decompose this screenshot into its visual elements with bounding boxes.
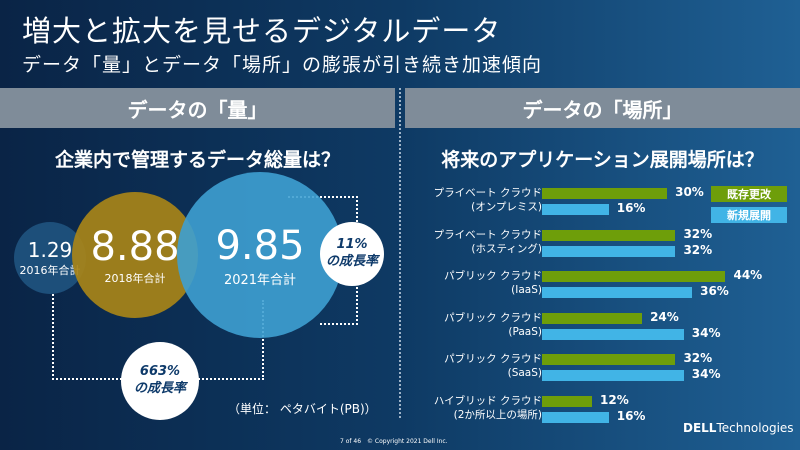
chart-row: プライベート クラウド (ホスティング) 32% 32% bbox=[402, 226, 800, 262]
category-label-line: パブリック クラウド bbox=[444, 311, 542, 324]
data-label: 34% bbox=[691, 325, 721, 340]
chart-row: パブリック クラウド (PaaS) 24% 34% bbox=[402, 309, 800, 345]
label-2018: 2018年合計 bbox=[104, 272, 166, 285]
category-label: プライベート クラウド (ホスティング) bbox=[402, 228, 542, 256]
bar-new bbox=[542, 287, 693, 298]
growth-badge-11: 11% の成長率 bbox=[320, 222, 384, 286]
bar-existing bbox=[542, 188, 668, 199]
data-label: 32% bbox=[683, 226, 713, 241]
chart-row: パブリック クラウド (SaaS) 32% 34% bbox=[402, 351, 800, 386]
bar-existing bbox=[542, 271, 726, 282]
chart-row: プライベート クラウド (オンプレミス) 30% 16% bbox=[402, 185, 800, 220]
value-2018: 8.88 bbox=[90, 224, 180, 270]
category-label: ハイブリッド クラウド (2か所以上の場所) bbox=[402, 394, 542, 422]
unit-label: （単位： ペタバイト(PB)） bbox=[228, 402, 377, 416]
value-2021: 9.85 bbox=[215, 222, 305, 269]
divider bbox=[399, 88, 401, 418]
left-header: データの「量」 bbox=[0, 88, 395, 128]
left-question: 企業内で管理するデータ総量は？ bbox=[54, 149, 340, 171]
bar-existing bbox=[542, 395, 593, 407]
connector-line bbox=[320, 283, 358, 325]
dell-logo: DELLTechnologies bbox=[683, 421, 794, 435]
chart-row: ハイブリッド クラウド (2か所以上の場所) 12% 16% bbox=[402, 392, 800, 428]
growth-value: 663% bbox=[139, 364, 181, 380]
right-header: データの「場所」 bbox=[405, 88, 800, 128]
copyright: © Copyright 2021 Dell Inc. bbox=[367, 438, 448, 445]
data-label: 30% bbox=[675, 185, 704, 199]
slide-subtitle: データ「量」とデータ「場所」の膨張が引き続き加速傾向 bbox=[22, 54, 543, 76]
category-label-line: (IaaS) bbox=[511, 284, 542, 297]
category-label-line: (オンプレミス) bbox=[471, 201, 542, 214]
data-label: 24% bbox=[650, 309, 679, 324]
category-label-line: (PaaS) bbox=[508, 325, 542, 338]
label-2016: 2016年合計 bbox=[19, 264, 81, 277]
bar-new bbox=[542, 411, 609, 423]
page-number: 7 of 46 bbox=[340, 438, 362, 445]
right-question: 将来のアプリケーション展開場所は？ bbox=[441, 149, 764, 171]
connector-line bbox=[52, 290, 122, 380]
bar-existing bbox=[542, 312, 643, 324]
category-label-line: パブリック クラウド bbox=[444, 353, 542, 365]
value-2016: 1.29 bbox=[27, 238, 73, 262]
growth-value: 11% bbox=[336, 237, 368, 253]
connector-line bbox=[288, 196, 358, 226]
category-label-line: (2か所以上の場所) bbox=[453, 408, 542, 421]
data-label: 16% bbox=[616, 201, 646, 215]
connector-line bbox=[198, 300, 264, 380]
bar-new bbox=[542, 370, 684, 381]
circle-2021: 9.85 2021年合計 bbox=[177, 172, 343, 338]
label-2021: 2021年合計 bbox=[223, 272, 297, 288]
category-label-line: パブリック クラウド bbox=[444, 270, 542, 282]
data-label: 16% bbox=[616, 408, 646, 423]
data-label: 32% bbox=[683, 242, 713, 257]
category-label: パブリック クラウド (SaaS) bbox=[402, 352, 542, 380]
category-label: パブリック クラウド (PaaS) bbox=[402, 311, 542, 339]
category-label: プライベート クラウド (オンプレミス) bbox=[402, 186, 542, 214]
growth-badge-663: 663% の成長率 bbox=[121, 342, 199, 420]
bar-new bbox=[542, 328, 684, 340]
category-label-line: (SaaS) bbox=[507, 367, 542, 380]
bar-existing bbox=[542, 229, 676, 241]
category-label: パブリック クラウド (IaaS) bbox=[402, 269, 542, 297]
legend-new: 新規展開 bbox=[711, 207, 787, 223]
slide-title: 増大と拡大を見せるデジタルデータ bbox=[22, 14, 502, 48]
chart-row: パブリック クラウド (IaaS) 44% 36% bbox=[402, 268, 800, 303]
category-label-line: プライベート クラウド bbox=[433, 228, 542, 241]
bar-existing bbox=[542, 354, 676, 365]
growth-label: の成長率 bbox=[325, 254, 378, 269]
legend-existing: 既存更改 bbox=[711, 186, 787, 202]
data-label: 12% bbox=[600, 392, 629, 407]
growth-label: の成長率 bbox=[133, 381, 186, 396]
category-label-line: ハイブリッド クラウド bbox=[433, 394, 542, 407]
bar-new bbox=[542, 245, 676, 257]
data-label: 34% bbox=[691, 367, 721, 381]
data-label: 36% bbox=[700, 284, 729, 298]
category-label-line: プライベート クラウド bbox=[433, 187, 542, 199]
category-label-line: (ホスティング) bbox=[471, 242, 542, 255]
data-label: 32% bbox=[683, 351, 713, 365]
bar-new bbox=[542, 204, 609, 215]
data-label: 44% bbox=[733, 268, 763, 282]
